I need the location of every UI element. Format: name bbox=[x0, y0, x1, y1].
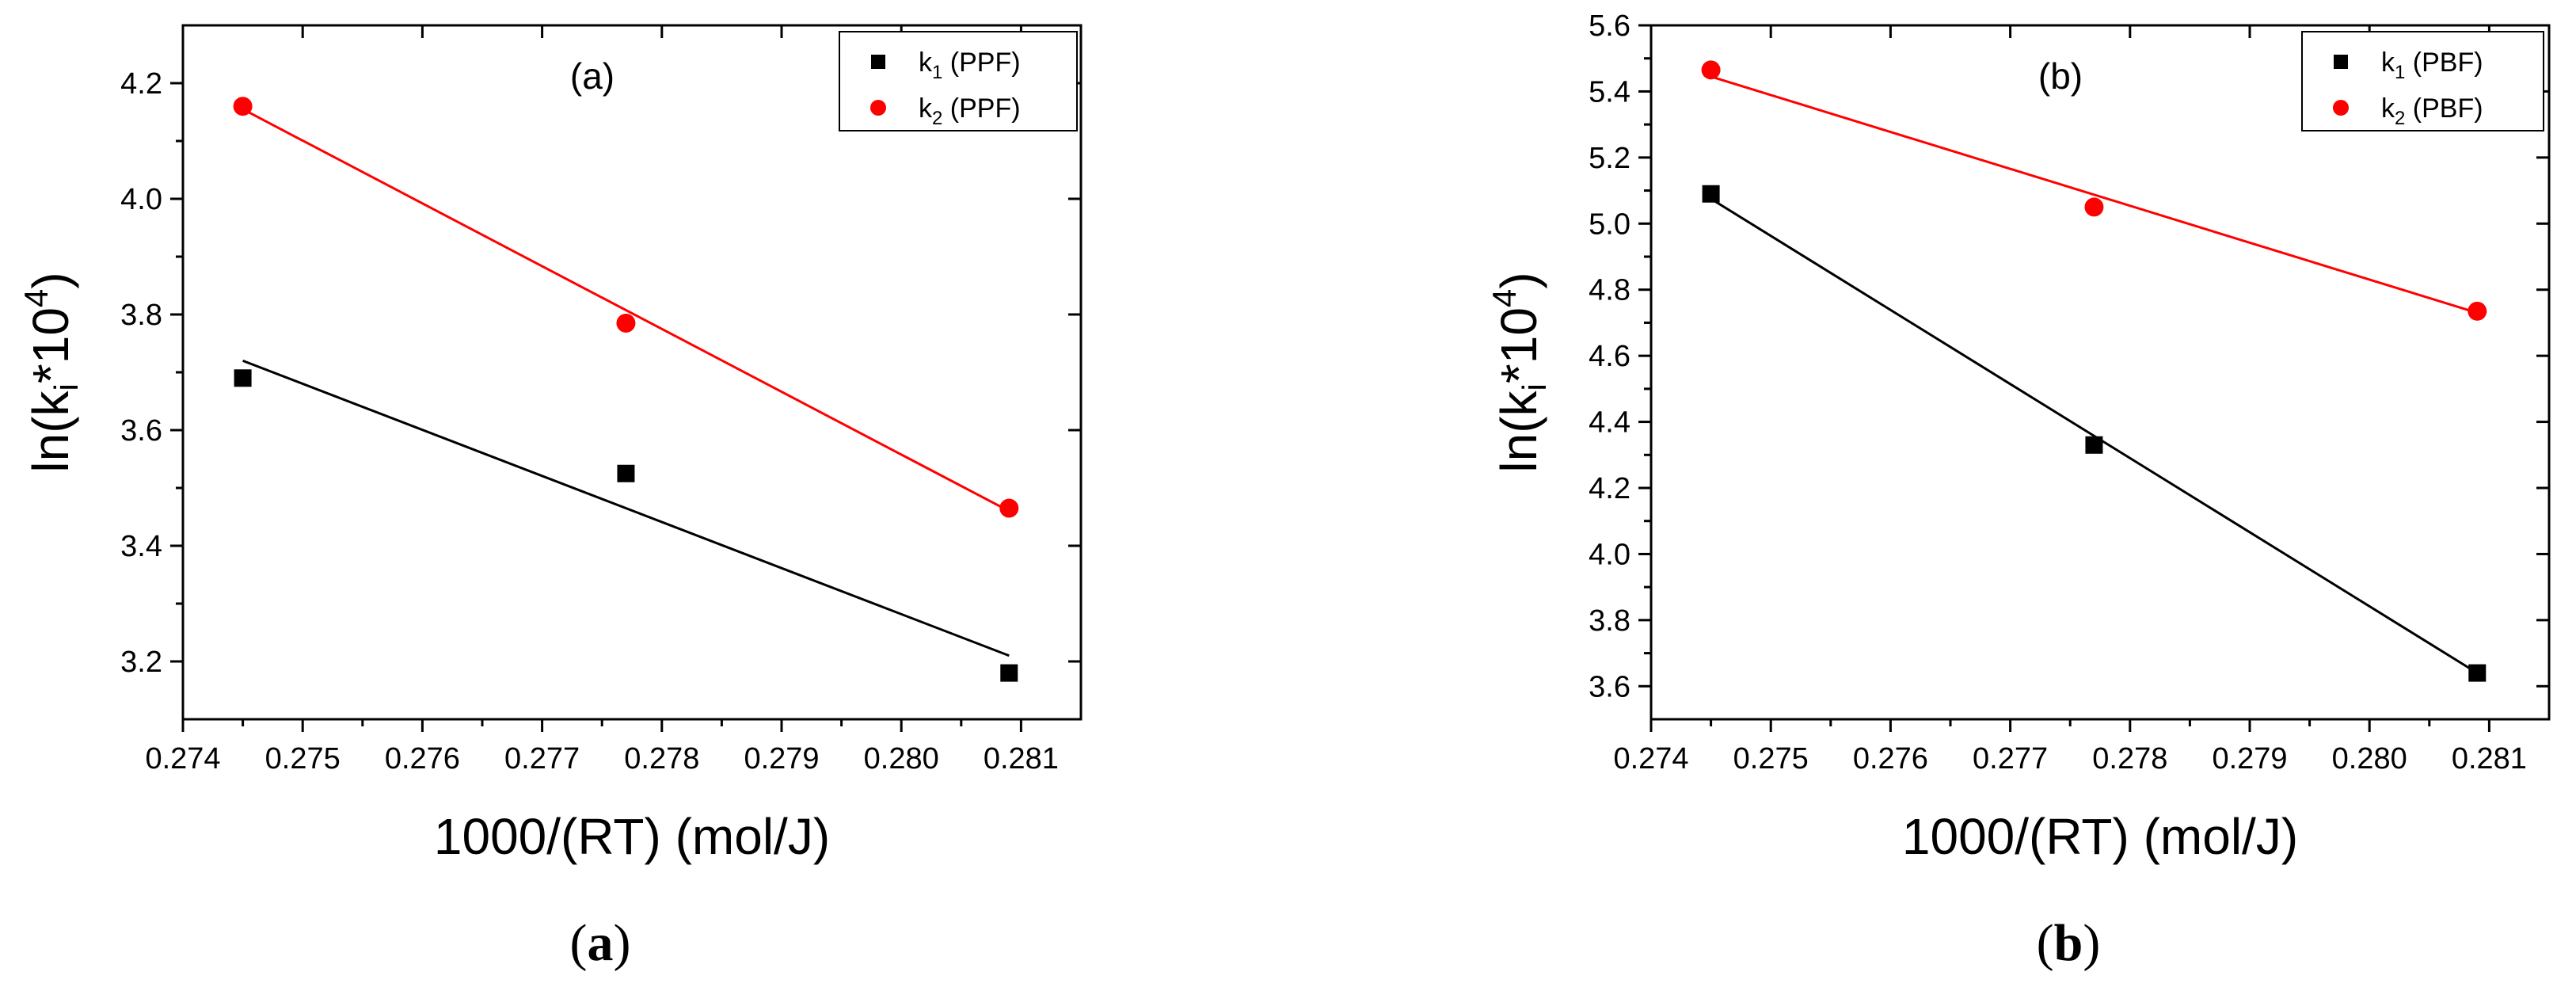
panel-label: (b) bbox=[2038, 55, 2083, 97]
x-tick-label: 0.279 bbox=[2212, 742, 2287, 776]
data-point-square bbox=[1702, 185, 1720, 203]
legend-rest: (PPF) bbox=[942, 48, 1020, 78]
legend-entry: k2 (PBF) bbox=[2381, 93, 2483, 129]
legend-k: k bbox=[2381, 48, 2395, 78]
x-tick-label: 0.281 bbox=[2452, 742, 2527, 776]
y-tick-label: 3.2 bbox=[120, 646, 162, 679]
legend-entry: k2 (PPF) bbox=[919, 93, 1021, 129]
x-tick-label: 0.281 bbox=[984, 742, 1059, 776]
y-tick-label: 3.4 bbox=[120, 530, 162, 563]
panel-a: 0.274 0.275 0.276 0.277 0.278 0.279 0.280 0.281… bbox=[17, 24, 1083, 972]
legend-marker-square bbox=[2334, 55, 2348, 69]
legend-rest: (PBF) bbox=[2405, 48, 2483, 78]
data-point-circle bbox=[999, 498, 1019, 518]
x-tick-label: 0.276 bbox=[1853, 742, 1928, 776]
y-tick-label: 4.8 bbox=[1589, 274, 1630, 307]
legend-marker-circle bbox=[870, 100, 886, 116]
x-tick-label: 0.274 bbox=[145, 742, 220, 776]
data-point-square bbox=[1000, 664, 1018, 682]
fit-line-1 bbox=[1710, 197, 2479, 674]
figure-caption: (a) bbox=[570, 914, 631, 972]
x-axis-title: 1000/(RT) (mol/J) bbox=[434, 808, 830, 865]
y-axis-title-sup: 4 bbox=[1486, 289, 1523, 307]
x-tick-label: 0.278 bbox=[2092, 742, 2167, 776]
data-point-circle bbox=[233, 97, 253, 116]
legend-marker-square bbox=[871, 55, 885, 69]
data-point-circle bbox=[2084, 197, 2104, 217]
x-tick-label: 0.279 bbox=[744, 742, 819, 776]
figure-caption: (b) bbox=[2037, 914, 2101, 972]
caption-letter: b bbox=[2054, 914, 2083, 972]
caption-close: ) bbox=[614, 914, 631, 972]
y-axis-title-close: ) bbox=[1490, 272, 1547, 288]
legend-entry: k1 (PPF) bbox=[919, 48, 1021, 83]
y-axis-title-mid: *10 bbox=[22, 307, 79, 383]
legend-box bbox=[2301, 31, 2544, 131]
legend-subscript: 2 bbox=[932, 108, 942, 129]
y-tick-label: 5.4 bbox=[1589, 75, 1630, 109]
y-tick-label: 4.2 bbox=[120, 67, 162, 101]
y-tick-label: 5.0 bbox=[1589, 208, 1630, 241]
caption-close: ) bbox=[2083, 914, 2100, 972]
x-tick-label: 0.276 bbox=[385, 742, 460, 776]
x-tick-label: 0.280 bbox=[864, 742, 939, 776]
caption-open: ( bbox=[570, 914, 588, 972]
y-tick-label: 3.6 bbox=[120, 414, 162, 448]
data-point-square bbox=[2085, 436, 2103, 454]
data-point-circle bbox=[2468, 301, 2487, 321]
y-axis-title-mid: *10 bbox=[1490, 307, 1547, 383]
y-axis-title-sup: 4 bbox=[17, 289, 55, 307]
x-tick-label: 0.278 bbox=[624, 742, 699, 776]
y-axis-title: ln(ki*104) bbox=[17, 272, 85, 472]
y-tick-label: 4.6 bbox=[1589, 340, 1630, 373]
data-point-square bbox=[617, 464, 635, 482]
y-tick-label: 5.2 bbox=[1589, 142, 1630, 175]
caption-open: ( bbox=[2037, 914, 2054, 972]
y-tick-label: 4.0 bbox=[120, 183, 162, 216]
legend-subscript: 2 bbox=[2395, 108, 2405, 129]
y-tick-label: 3.8 bbox=[120, 299, 162, 332]
panel-b: 0.274 0.275 0.276 0.277 0.278 0.279 0.280 0.281… bbox=[1486, 10, 2551, 972]
y-axis-title-main: ln(k bbox=[22, 390, 79, 472]
y-tick-label: 4.4 bbox=[1589, 406, 1630, 440]
y-axis-title: ln(ki*104) bbox=[1486, 272, 1553, 472]
x-tick-label: 0.280 bbox=[2332, 742, 2407, 776]
fit-line-2 bbox=[1710, 75, 2478, 314]
y-tick-label: 3.6 bbox=[1589, 670, 1630, 703]
legend-subscript: 1 bbox=[932, 62, 942, 83]
fit-line-2 bbox=[242, 108, 1010, 513]
x-tick-label: 0.275 bbox=[1733, 742, 1809, 776]
caption-letter: a bbox=[588, 914, 614, 972]
plot-frame bbox=[1649, 24, 2551, 721]
x-tick-label: 0.274 bbox=[1613, 742, 1688, 776]
legend-subscript: 1 bbox=[2395, 62, 2405, 83]
x-tick-label: 0.277 bbox=[504, 742, 580, 776]
legend-marker-circle bbox=[2333, 100, 2349, 116]
legend-k: k bbox=[2381, 93, 2395, 124]
data-point-square bbox=[234, 369, 252, 387]
legend-k: k bbox=[919, 93, 933, 124]
y-tick-label: 3.8 bbox=[1589, 604, 1630, 638]
data-point-circle bbox=[1701, 60, 1721, 80]
legend-k: k bbox=[919, 48, 933, 78]
y-tick-label: 4.0 bbox=[1589, 538, 1630, 571]
y-tick-label: 4.2 bbox=[1589, 472, 1630, 505]
legend-rest: (PBF) bbox=[2405, 93, 2483, 124]
x-axis-title: 1000/(RT) (mol/J) bbox=[1902, 808, 2298, 865]
y-axis-title-close: ) bbox=[22, 272, 79, 288]
y-axis-title-main: ln(k bbox=[1490, 390, 1547, 472]
y-axis-title-sub: i bbox=[48, 383, 85, 391]
panel-label: (a) bbox=[570, 55, 615, 97]
x-tick-label: 0.275 bbox=[265, 742, 341, 776]
data-point-square bbox=[2468, 664, 2487, 682]
y-tick-label: 5.6 bbox=[1589, 10, 1630, 43]
legend-rest: (PPF) bbox=[942, 93, 1020, 124]
legend-entry: k1 (PBF) bbox=[2381, 48, 2483, 83]
data-point-circle bbox=[616, 313, 636, 333]
fit-line-1 bbox=[242, 360, 1010, 657]
y-axis-title-sub: i bbox=[1516, 383, 1553, 391]
x-tick-label: 0.277 bbox=[1973, 742, 2048, 776]
